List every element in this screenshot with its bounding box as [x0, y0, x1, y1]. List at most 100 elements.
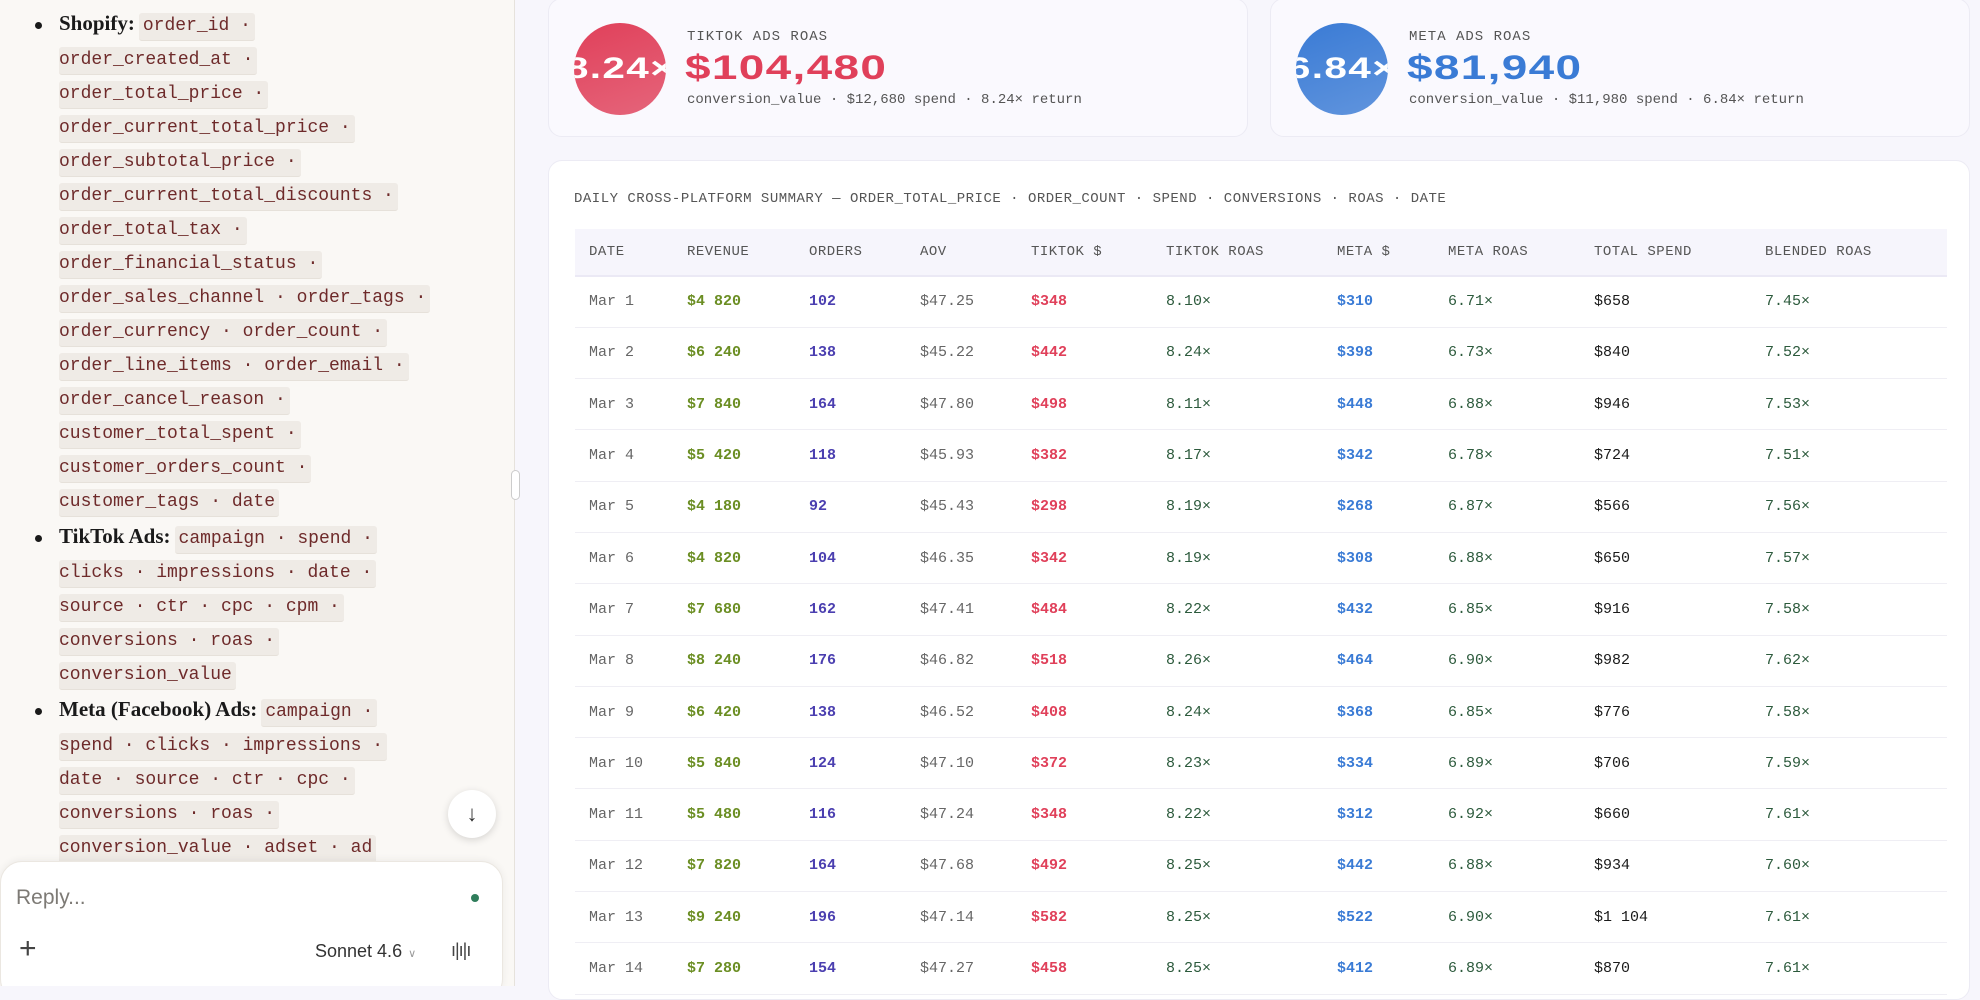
- table-cell: Mar 7: [575, 583, 687, 636]
- column-header[interactable]: TOTAL SPEND: [1594, 244, 1692, 260]
- table-cell: 7.61×: [1765, 891, 1947, 944]
- table-title: DAILY CROSS-PLATFORM SUMMARY — ORDER_TOT…: [574, 191, 1447, 207]
- card-subtitle: conversion_value · $12,680 spend · 8.24×…: [687, 92, 1082, 108]
- table-cell: Mar 3: [575, 378, 687, 431]
- field-code: order_currency · order_count ·: [59, 319, 388, 347]
- table-cell: $776: [1594, 686, 1765, 739]
- field-line: clicks · impressions · date ·: [59, 556, 470, 590]
- table-cell: $45.93: [920, 429, 1031, 482]
- table-cell: 8.25×: [1166, 891, 1337, 944]
- column-header[interactable]: META $: [1337, 244, 1391, 260]
- table-cell: $464: [1337, 635, 1448, 687]
- table-cell: $46.35: [920, 532, 1031, 585]
- table-cell: Mar 11: [575, 788, 687, 841]
- table-cell: 154: [809, 942, 920, 995]
- table-cell: $4 820: [687, 276, 809, 328]
- table-cell: 6.89×: [1448, 942, 1594, 995]
- table-cell: $582: [1031, 891, 1166, 944]
- table-cell: 8.23×: [1166, 737, 1337, 790]
- table-cell: $658: [1594, 276, 1765, 328]
- field-line: order_total_price ·: [59, 77, 470, 111]
- table-cell: 6.73×: [1448, 327, 1594, 380]
- status-dot-icon: [471, 894, 479, 902]
- table-cell: $650: [1594, 532, 1765, 585]
- table-cell: Mar 1: [575, 276, 687, 328]
- table-row: Mar 5 $4 180 92 $45.43 $298 8.19× $268 6.87× $56…: [575, 481, 1947, 533]
- table-cell: $5 840: [687, 737, 809, 790]
- table-row: Mar 4 $5 420 118 $45.93 $382 8.17× $342 6.78× $7…: [575, 429, 1947, 482]
- field-line: order_current_total_discounts ·: [59, 179, 470, 213]
- table-cell: $398: [1337, 327, 1448, 380]
- roas-badge: 6.84×: [1296, 23, 1388, 115]
- table-row: Mar 1 $4 820 102 $47.25 $348 8.10× $310 6.71× $6…: [575, 276, 1947, 328]
- chat-panel: Shopify: order_id · order_created_at · orde…: [0, 0, 515, 986]
- table-cell: Mar 4: [575, 429, 687, 482]
- column-header[interactable]: REVENUE: [687, 244, 750, 260]
- daily-summary-table: DATE REVENUE ORDERS AOV TIKTOK $ TIKTOK ROAS M…: [575, 229, 1947, 995]
- table-cell: $348: [1031, 276, 1166, 328]
- table-cell: $342: [1337, 429, 1448, 482]
- column-header[interactable]: AOV: [920, 244, 947, 260]
- table-cell: 7.58×: [1765, 583, 1947, 636]
- field-code: order_total_tax ·: [59, 217, 247, 245]
- table-row: Mar 6 $4 820 104 $46.35 $342 8.19× $308 6.88× $6…: [575, 532, 1947, 585]
- field-code: order_subtotal_price ·: [59, 149, 301, 177]
- table-cell: 7.53×: [1765, 378, 1947, 431]
- field-line: order_sales_channel · order_tags ·: [59, 281, 470, 315]
- column-header[interactable]: DATE: [589, 244, 625, 260]
- field-line: order_current_total_price ·: [59, 111, 470, 145]
- card-subtitle: conversion_value · $11,980 spend · 6.84×…: [1409, 92, 1804, 108]
- table-cell: $1 104: [1594, 891, 1765, 944]
- table-cell: $47.68: [920, 840, 1031, 893]
- column-header[interactable]: META ROAS: [1448, 244, 1529, 260]
- table-cell: Mar 6: [575, 532, 687, 585]
- table-cell: $518: [1031, 635, 1166, 687]
- table-cell: Mar 13: [575, 891, 687, 944]
- field-code: order_created_at ·: [59, 47, 258, 75]
- field-line: conversions · roas ·: [59, 797, 470, 831]
- column-header[interactable]: ORDERS: [809, 244, 863, 260]
- card-title: TIKTOK ADS ROAS: [687, 29, 829, 45]
- table-cell: 6.88×: [1448, 840, 1594, 893]
- table-row: Mar 2 $6 240 138 $45.22 $442 8.24× $398 6.73× $8…: [575, 327, 1947, 380]
- table-cell: 104: [809, 532, 920, 585]
- panel-resize-handle[interactable]: [511, 470, 520, 500]
- field-code: campaign ·: [261, 699, 378, 727]
- reply-input[interactable]: Reply...: [16, 886, 86, 909]
- table-cell: 8.10×: [1166, 276, 1337, 328]
- table-cell: 164: [809, 378, 920, 431]
- field-code: customer_tags · date: [59, 489, 280, 517]
- column-header[interactable]: TIKTOK $: [1031, 244, 1103, 260]
- model-label: Sonnet 4.6: [315, 941, 403, 961]
- table-row: Mar 7 $7 680 162 $47.41 $484 8.22× $432 6.85× $9…: [575, 583, 1947, 636]
- table-cell: 8.24×: [1166, 686, 1337, 739]
- table-cell: $47.24: [920, 788, 1031, 841]
- table-cell: 6.88×: [1448, 532, 1594, 585]
- column-header[interactable]: BLENDED ROAS: [1765, 244, 1872, 260]
- table-cell: 8.24×: [1166, 327, 1337, 380]
- table-cell: $310: [1337, 276, 1448, 328]
- voice-mode-button[interactable]: ı|ı|ı: [451, 940, 471, 961]
- table-cell: $342: [1031, 532, 1166, 585]
- table-cell: $916: [1594, 583, 1765, 636]
- add-attachment-button[interactable]: +: [19, 932, 37, 965]
- field-code: order_financial_status ·: [59, 251, 323, 279]
- source-label: TikTok Ads:: [59, 524, 171, 548]
- table-cell: $5 420: [687, 429, 809, 482]
- field-code: order_current_total_discounts ·: [59, 183, 398, 211]
- table-cell: $4 820: [687, 532, 809, 585]
- table-cell: 8.19×: [1166, 481, 1337, 533]
- table-cell: $498: [1031, 378, 1166, 431]
- table-cell: 116: [809, 788, 920, 841]
- table-cell: $8 240: [687, 635, 809, 687]
- table-cell: $47.41: [920, 583, 1031, 636]
- table-row: Mar 10 $5 840 124 $47.10 $372 8.23× $334 6.89× $…: [575, 737, 1947, 790]
- meta-roas-card: 6.84× META ADS ROAS $81,940 conversion_v…: [1270, 0, 1970, 137]
- table-cell: 7.57×: [1765, 532, 1947, 585]
- table-cell: Mar 8: [575, 635, 687, 687]
- scroll-down-button[interactable]: ↓: [448, 790, 496, 838]
- model-selector[interactable]: Sonnet 4.6 ∨: [315, 941, 416, 962]
- table-cell: $408: [1031, 686, 1166, 739]
- column-header[interactable]: TIKTOK ROAS: [1166, 244, 1264, 260]
- reply-composer: Reply... + Sonnet 4.6 ∨ ı|ı|ı: [0, 861, 503, 986]
